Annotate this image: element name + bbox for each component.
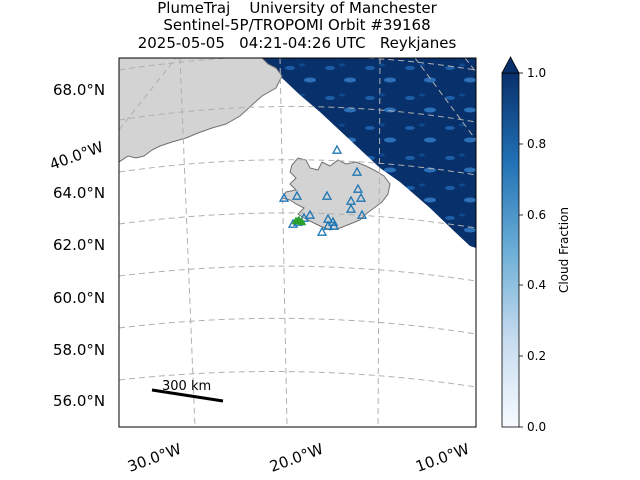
- colorbar-tick-0: 0.0: [527, 420, 546, 434]
- volcano-icon: [316, 226, 328, 236]
- title-line-2: Sentinel-5P/TROPOMI Orbit #39168: [163, 16, 431, 34]
- cloud-fraction-swath: [262, 58, 476, 248]
- longitude-gridlines: [119, 58, 476, 427]
- volcano-icon: [291, 190, 303, 200]
- lat-label-56: 56.0°N: [53, 392, 105, 410]
- volcano-markers: [278, 144, 368, 236]
- latitude-gridlines: [119, 58, 476, 388]
- volcano-icon: [345, 203, 357, 213]
- active-volcano-icon: [297, 217, 307, 226]
- scale-bar-label: 300 km: [162, 379, 211, 394]
- active-volcano-markers: [291, 215, 307, 226]
- lon-label-10w: 10.0°W: [413, 440, 472, 476]
- scale-bar: [151, 388, 224, 403]
- lat-label-60: 60.0°N: [53, 289, 105, 307]
- volcano-icon: [304, 209, 316, 219]
- colorbar-label: Cloud Fraction: [557, 207, 571, 293]
- lat-label-64: 64.0°N: [53, 184, 105, 202]
- volcano-icon: [278, 192, 290, 202]
- colorbar-tick-1: 0.2: [527, 349, 546, 363]
- lat-label-68: 68.0°N: [53, 81, 105, 99]
- volcano-icon: [352, 183, 364, 193]
- volcano-icon: [327, 216, 339, 226]
- volcano-icon: [331, 144, 343, 154]
- volcano-icon: [356, 209, 368, 219]
- colorbar-extend-arrow: [501, 56, 520, 74]
- lon-label-20w: 20.0°W: [267, 440, 326, 476]
- title-line-1: PlumeTraj University of Manchester: [157, 0, 437, 17]
- lon-label-40w: 40.0°W: [47, 138, 106, 174]
- lat-label-62: 62.0°N: [53, 236, 105, 254]
- volcano-icon: [328, 220, 340, 230]
- volcano-icon: [322, 220, 334, 230]
- colorbar-tick-4: 0.8: [527, 137, 546, 151]
- lat-label-58: 58.0°N: [53, 341, 105, 359]
- map-area: 300 km: [119, 58, 476, 427]
- volcano-icon: [321, 190, 333, 200]
- colorbar-tick-5: 1.0: [527, 66, 546, 80]
- map-frame: [118, 57, 477, 428]
- colorbar-tick-3: 0.6: [527, 208, 546, 222]
- colorbar: 0.0 0.2 0.4 0.6 0.8 1.0 Cloud Fraction: [501, 56, 571, 434]
- lon-label-30w: 30.0°W: [125, 440, 184, 476]
- title-line-3: 2025-05-05 04:21-04:26 UTC Reykjanes: [137, 34, 457, 52]
- colorbar-tick-2: 0.4: [527, 278, 546, 292]
- volcano-icon: [351, 166, 363, 176]
- volcano-icon: [355, 192, 367, 202]
